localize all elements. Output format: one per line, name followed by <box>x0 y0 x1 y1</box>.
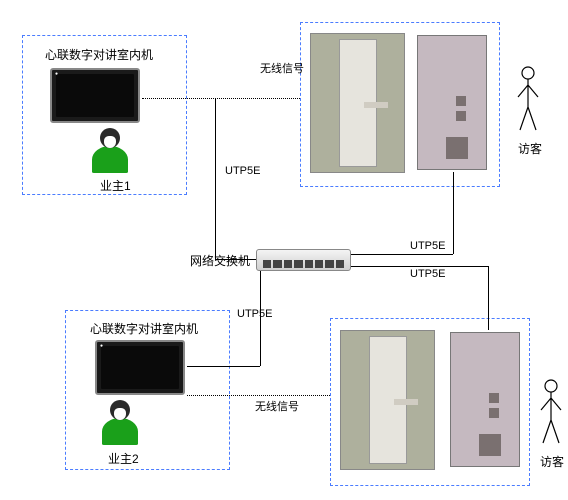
wireless-label-2: 无线信号 <box>255 398 299 414</box>
wireless-line-2 <box>187 395 330 396</box>
utp-label-tr: UTP5E <box>410 240 445 252</box>
owner2-icon <box>100 400 140 445</box>
utp-line-top-right-h <box>351 254 453 255</box>
indoor-unit-label-1: 心联数字对讲室内机 <box>45 46 153 63</box>
utp-label-br: UTP5E <box>410 268 445 280</box>
utp-line-br-v <box>488 266 489 330</box>
door-panel-2 <box>450 332 520 467</box>
diagram-canvas: 心联数字对讲室内机 ● 业主1 访客 网络交换机 心联数字对讲室内机 ● 业主2 <box>0 0 568 500</box>
utp-line-1v <box>215 98 216 260</box>
indoor-monitor-2: ● <box>95 340 185 395</box>
utp-line-top-right-v <box>453 172 454 254</box>
indoor-monitor-1: ● <box>50 68 140 123</box>
visitor-1-icon <box>513 65 543 135</box>
owner2-label: 业主2 <box>108 450 139 467</box>
utp-line-2h <box>187 366 260 367</box>
visitor-2-label: 访客 <box>540 453 564 470</box>
utp-line-1h <box>215 259 256 260</box>
wireless-line-1 <box>142 98 300 99</box>
utp-label-2: UTP5E <box>237 308 272 320</box>
owner1-icon <box>90 128 130 173</box>
utp-line-br-h <box>351 266 489 267</box>
door-lock-1 <box>310 33 405 173</box>
door-lock-2 <box>340 330 435 470</box>
network-switch <box>256 249 351 271</box>
owner1-label: 业主1 <box>100 177 131 194</box>
visitor-2-icon <box>536 378 566 448</box>
door-panel-1 <box>417 35 487 170</box>
visitor-1-label: 访客 <box>518 140 542 157</box>
utp-label-1: UTP5E <box>225 165 260 177</box>
indoor-unit-label-2: 心联数字对讲室内机 <box>90 320 198 337</box>
wireless-label-1: 无线信号 <box>260 60 304 76</box>
switch-label: 网络交换机 <box>190 252 250 269</box>
